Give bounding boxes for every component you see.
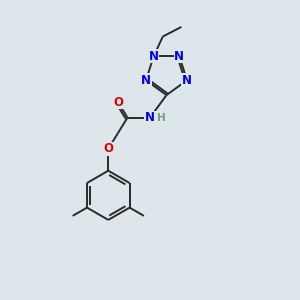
Text: N: N [141, 74, 151, 87]
Text: N: N [145, 111, 155, 124]
Text: H: H [157, 112, 166, 123]
Text: N: N [182, 74, 192, 87]
Text: N: N [174, 50, 184, 62]
Text: O: O [113, 95, 123, 109]
Text: O: O [103, 142, 113, 155]
Text: N: N [149, 50, 159, 62]
